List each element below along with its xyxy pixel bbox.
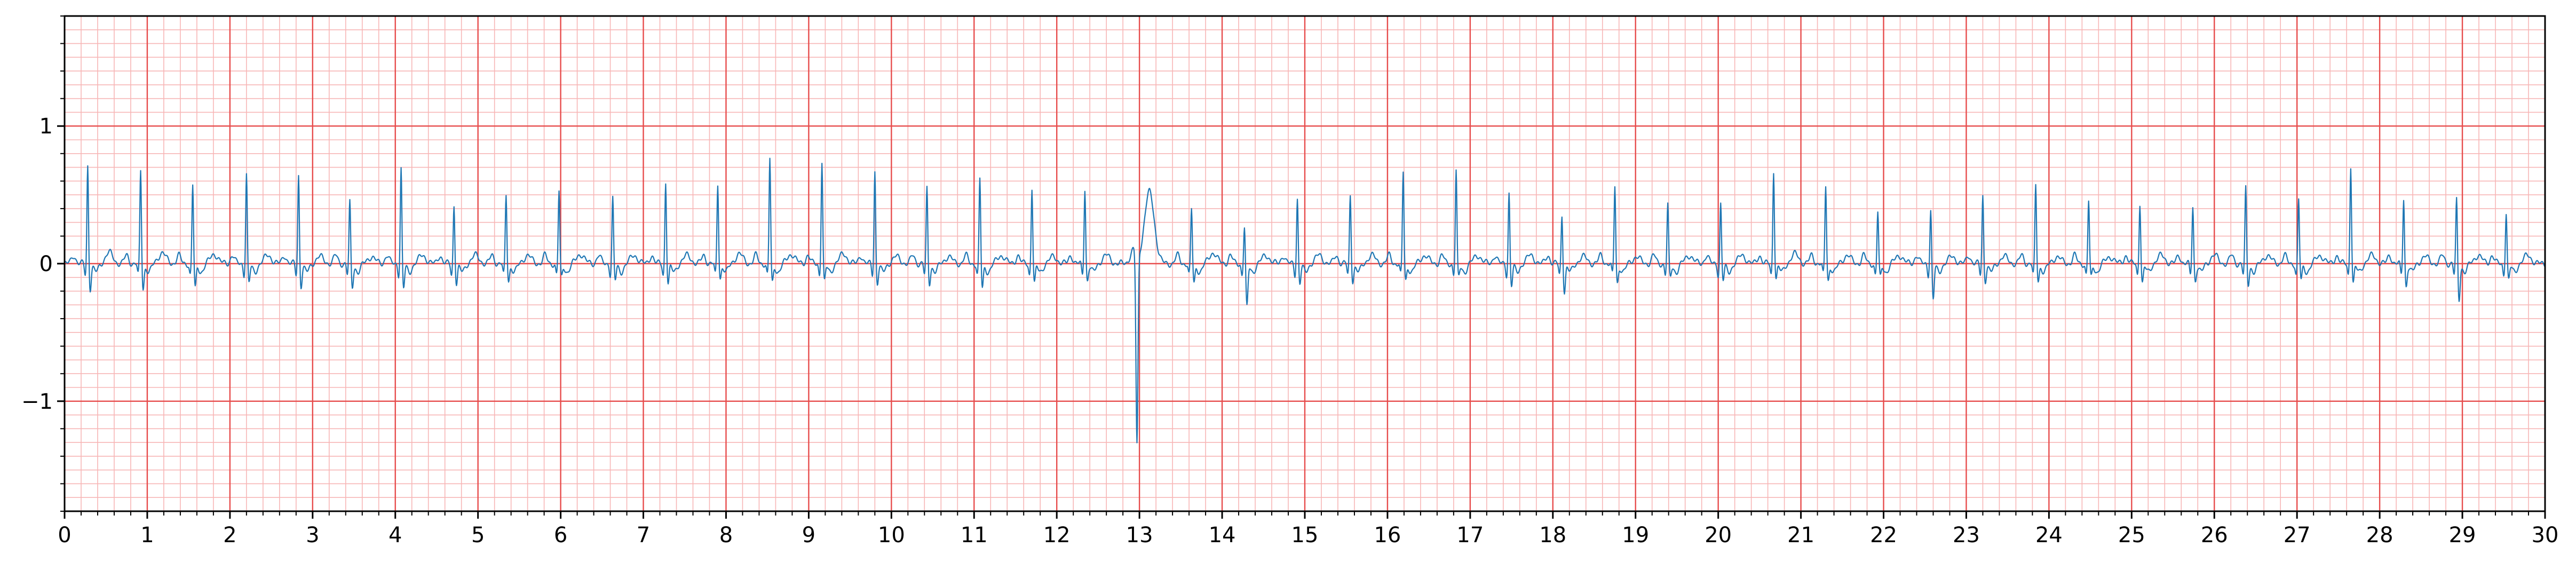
x-tick-label: 18 [1539,523,1566,548]
y-tick-label: 1 [39,114,53,139]
x-tick-label: 26 [2201,523,2228,548]
x-tick-label: 30 [2532,523,2559,548]
y-tick-label: −1 [21,390,53,414]
x-tick-label: 0 [58,523,71,548]
y-axis: −1 0 1 [21,15,65,512]
x-tick-label: 6 [554,523,567,548]
x-tick-label: 16 [1374,523,1401,548]
x-tick-label: 3 [306,523,319,548]
x-tick-label: 13 [1126,523,1153,548]
x-tick-label: 24 [2035,523,2063,548]
x-tick-label: 5 [471,523,485,548]
x-tick-label: 9 [802,523,815,548]
x-tick-label: 15 [1291,523,1319,548]
x-tick-label: 14 [1209,523,1236,548]
x-tick-label: 25 [2118,523,2145,548]
x-tick-label: 21 [1787,523,1814,548]
x-tick-label: 4 [389,523,402,548]
x-tick-label: 27 [2284,523,2311,548]
x-tick-label: 12 [1043,523,1071,548]
x-tick-label: 7 [637,523,650,548]
x-tick-label: 2 [223,523,236,548]
x-tick-label: 17 [1456,523,1484,548]
x-tick-label: 28 [2366,523,2393,548]
x-tick-label: 1 [140,523,154,548]
x-tick-label: 22 [1870,523,1897,548]
x-tick-label: 23 [1953,523,1980,548]
x-tick-label: 8 [719,523,733,548]
x-tick-label: 10 [878,523,905,548]
ecg-series-line [64,157,2546,443]
y-tick-label: 0 [39,252,53,276]
x-tick-label: 11 [961,523,988,548]
x-tick-label: 19 [1622,523,1649,548]
x-tick-label: 20 [1705,523,1732,548]
x-tick-label: 29 [2449,523,2476,548]
x-axis: 0 1 2 3 4 5 6 7 8 9 10 11 12 13 14 15 16 17 18 19 20 21 22 23 24… [58,511,2558,548]
